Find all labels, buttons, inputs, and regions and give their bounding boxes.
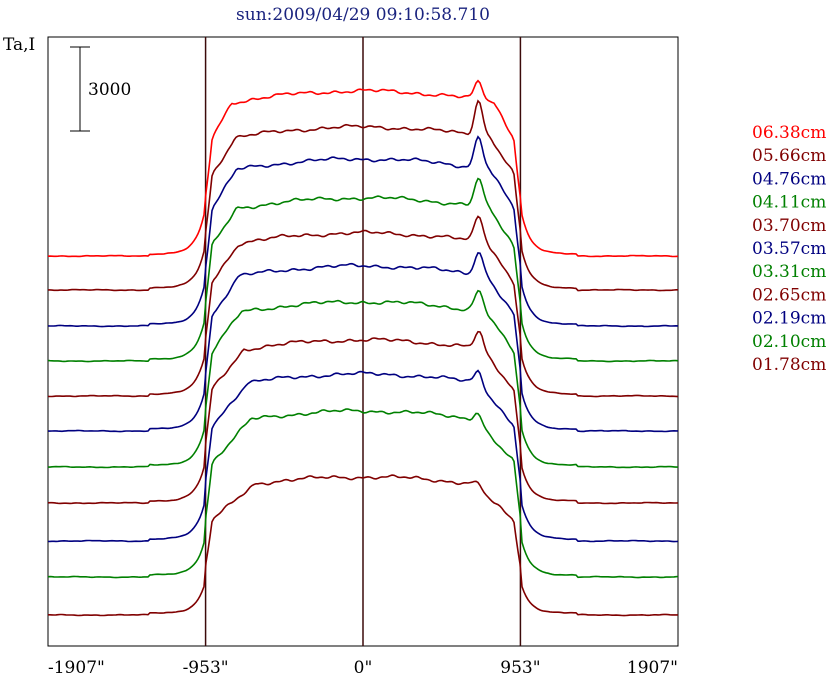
series-line [47, 79, 679, 258]
legend-entry: 06.38cm [752, 123, 826, 143]
legend-entry: 03.70cm [752, 216, 826, 236]
series-line [47, 369, 679, 543]
legend-entry: 02.10cm [752, 332, 826, 352]
x-tick-label: 0" [354, 658, 373, 678]
series-line [48, 99, 678, 292]
legend-entry: 02.65cm [752, 285, 826, 305]
x-tick-label: 953" [500, 658, 540, 678]
legend-entry: 01.78cm [752, 355, 826, 375]
series-line [48, 289, 678, 469]
legend-entry: 03.31cm [752, 262, 826, 282]
series-layer [47, 79, 679, 617]
legend-entry: 04.11cm [752, 193, 826, 213]
legend-entry: 03.57cm [752, 239, 826, 259]
series-line [47, 177, 679, 363]
legend: 06.38cm 05.66cm 04.76cm 04.11cm 03.70cm 03.57… [752, 123, 826, 375]
x-tick-labels: -1907" -953" 0" 953" 1907" [48, 658, 678, 678]
y-axis-label: Ta,I [3, 35, 35, 55]
series-line [48, 474, 678, 617]
series-line [47, 408, 679, 579]
scale-bar-label: 3000 [88, 80, 131, 100]
scale-bar: 3000 [70, 46, 131, 132]
legend-entry: 02.19cm [752, 309, 826, 329]
legend-entry: 05.66cm [752, 146, 826, 166]
x-tick-label: -953" [183, 658, 229, 678]
series-line [47, 330, 679, 505]
series-line [47, 215, 679, 398]
x-tick-label: 1907" [627, 658, 678, 678]
series-line [47, 135, 679, 328]
chart-title: sun:2009/04/29 09:10:58.710 [236, 5, 490, 25]
x-tick-label: -1907" [48, 658, 105, 678]
series-line [48, 252, 678, 433]
legend-entry: 04.76cm [752, 169, 826, 189]
